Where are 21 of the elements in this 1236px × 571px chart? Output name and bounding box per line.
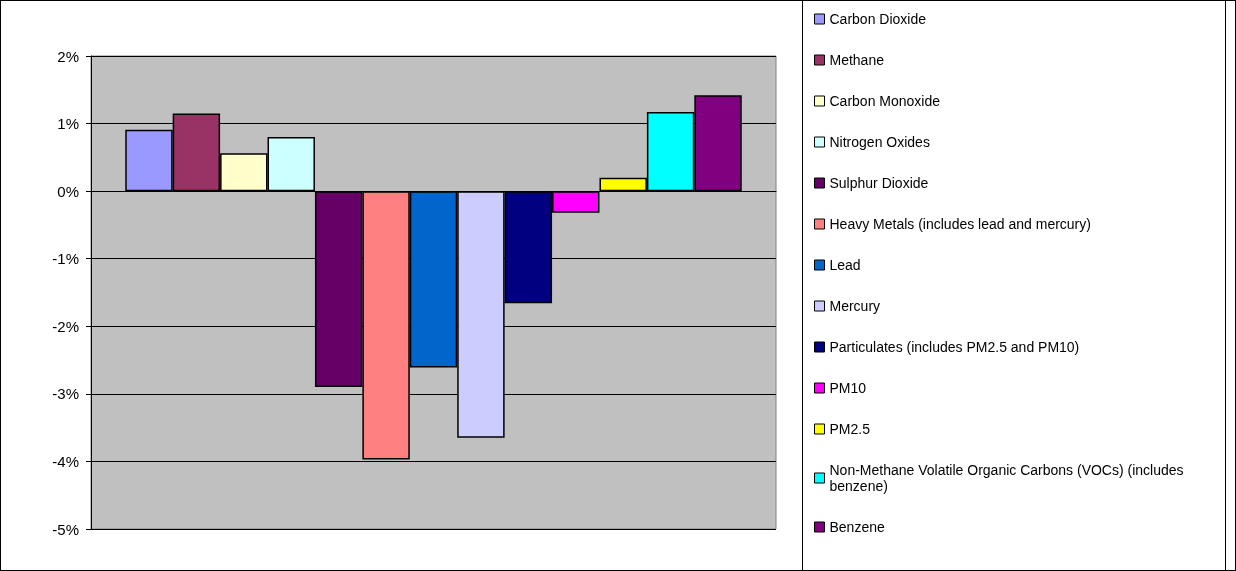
y-tick-label: 0%	[57, 182, 79, 200]
legend-label: Nitrogen Oxides	[829, 134, 930, 150]
legend-label: Carbon Dioxide	[829, 11, 927, 27]
legend-label: PM10	[829, 380, 867, 396]
y-tick-label: -2%	[52, 317, 79, 335]
y-tick-label: -5%	[52, 520, 79, 538]
legend-label: Methane	[829, 52, 885, 68]
y-tick-label: 1%	[57, 115, 79, 133]
legend-label: Mercury	[829, 298, 881, 314]
legend-label: Lead	[829, 257, 861, 273]
y-tick-label: 2%	[57, 47, 79, 65]
legend-label: Carbon Monoxide	[829, 93, 941, 109]
legend-label: Benzene	[829, 519, 885, 535]
y-tick-label: -1%	[52, 250, 79, 268]
legend-label: Sulphur Dioxide	[829, 175, 929, 191]
legend-label: Heavy Metals (includes lead and mercury)	[829, 216, 1091, 232]
legend-label: Particulates (includes PM2.5 and PM10)	[829, 339, 1080, 355]
y-tick-label: -4%	[52, 452, 79, 470]
legend-label: PM2.5	[829, 421, 871, 437]
legend-label: Non-Methane Volatile Organic Carbons (VOCs) (includes benzene)	[829, 462, 1188, 494]
y-tick-label: -3%	[52, 385, 79, 403]
